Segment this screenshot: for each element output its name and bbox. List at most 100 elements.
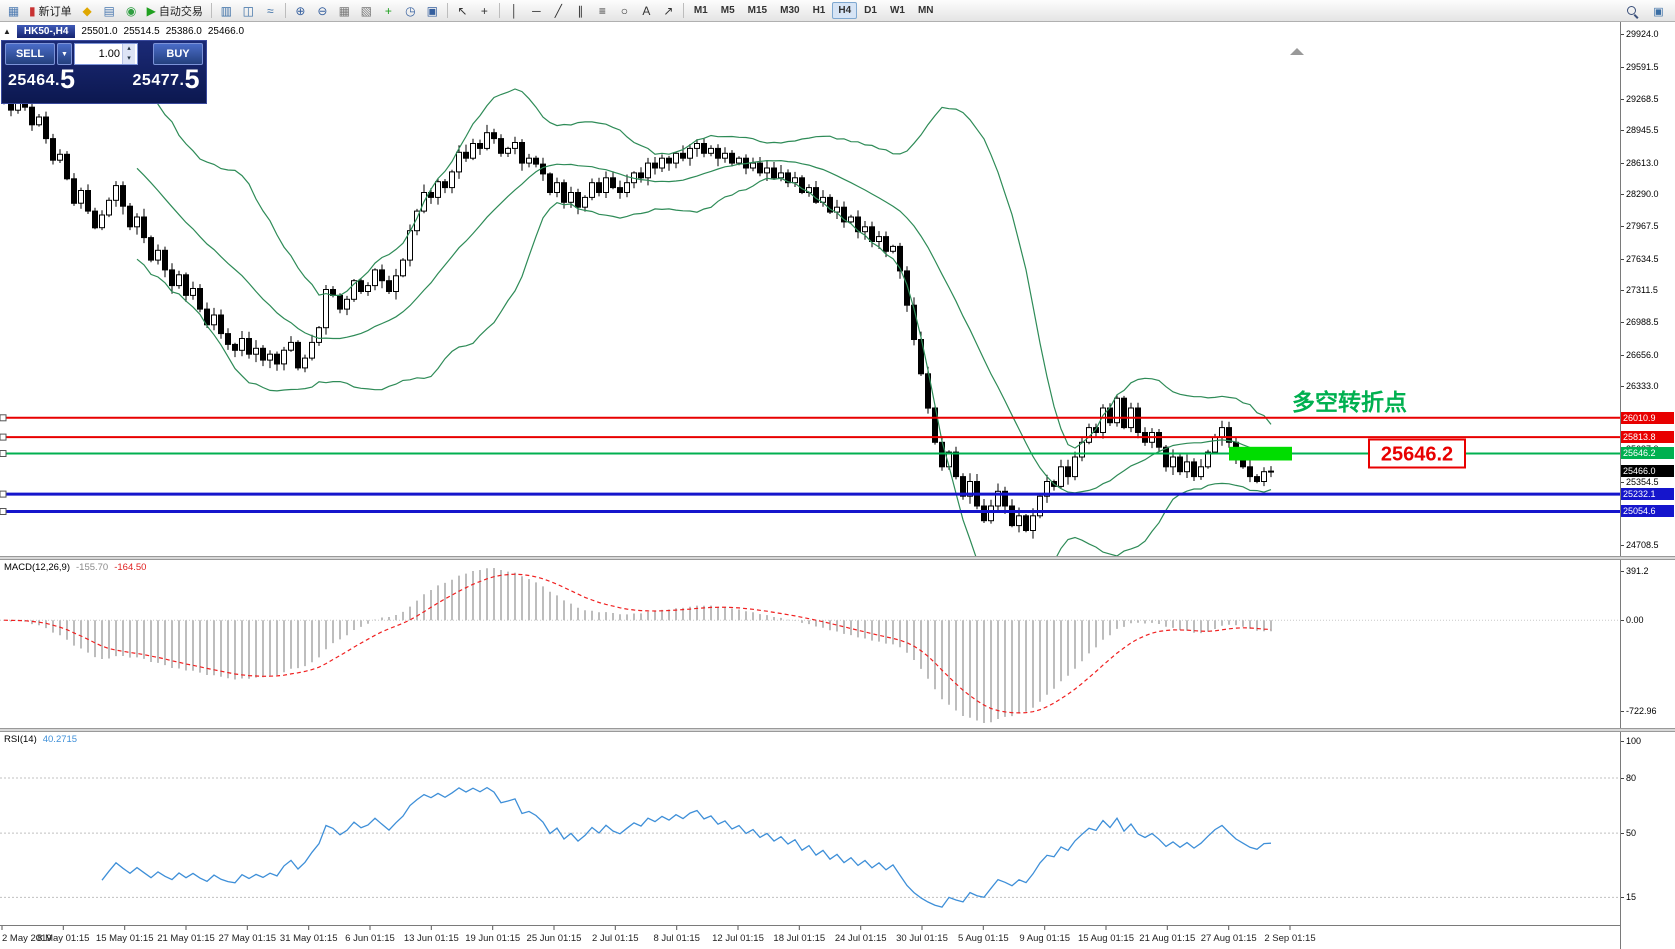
timeframe-m15-button[interactable]: M15: [747, 5, 768, 16]
timeframe-m5-button[interactable]: M5: [720, 5, 735, 16]
panel-collapse-icon[interactable]: ▲: [3, 27, 11, 36]
timeframe-m30-button[interactable]: M30: [780, 5, 800, 16]
bar-chart-button[interactable]: ▥: [216, 1, 237, 20]
sell-price[interactable]: 25464. 5: [8, 66, 75, 93]
zoom-out-button[interactable]: ⊖: [312, 1, 333, 20]
candle: [393, 275, 399, 293]
sell-button[interactable]: SELL: [5, 43, 55, 65]
cursor-button[interactable]: ↖: [452, 1, 473, 20]
data-window-button[interactable]: ▤: [99, 1, 120, 20]
candle: [162, 249, 168, 271]
timeframe-h4-button[interactable]: H4: [832, 2, 858, 19]
volume-increase-button[interactable]: ▴: [127, 45, 131, 52]
buy-button[interactable]: BUY: [153, 43, 203, 65]
macd-panel-separator[interactable]: [0, 556, 1675, 560]
main-price-chart: 多空转折点 25646.2: [0, 48, 1620, 556]
alerts-button[interactable]: ◉: [121, 1, 142, 20]
axis-label: 27311.5: [1626, 285, 1658, 296]
candle: [512, 142, 518, 149]
new-chart-button[interactable]: ▦: [3, 1, 24, 20]
trendline-button[interactable]: ╱: [548, 1, 569, 20]
text-label-icon: A: [642, 3, 651, 18]
candlestick-chart-button[interactable]: ◫: [238, 1, 259, 20]
arrows-button[interactable]: ↗: [658, 1, 679, 20]
zoom-in-icon: ⊕: [295, 3, 306, 18]
chart-shift-marker[interactable]: [1290, 48, 1304, 55]
candle: [1072, 456, 1078, 478]
axis-label: 0.00: [1626, 615, 1644, 626]
tile-windows-icon: ▦: [338, 3, 351, 18]
chart-symbol-tab[interactable]: HK50-,H4: [16, 25, 76, 38]
candle: [92, 210, 98, 229]
candle: [617, 187, 623, 194]
candle: [995, 490, 1001, 507]
quote-close: 25466.0: [207, 26, 245, 37]
search-icon[interactable]: [1625, 4, 1640, 19]
time-axis[interactable]: 2 May 2019 8 May 01:15 15 May 01:15 21 May …: [0, 925, 1675, 949]
crosshair-button[interactable]: +: [474, 1, 495, 20]
timeframe-mn-button[interactable]: MN: [917, 5, 934, 16]
candle: [183, 274, 189, 296]
rsi-panel-separator[interactable]: [0, 728, 1675, 732]
periods-button[interactable]: ◷: [400, 1, 421, 20]
new-order-button[interactable]: ▮ 新订单: [25, 1, 76, 20]
price-callout-box[interactable]: [1368, 438, 1466, 469]
candle: [225, 333, 231, 345]
axis-tick: [1621, 321, 1624, 323]
candle: [379, 269, 385, 282]
time-axis-label: 15 Aug 01:15: [1078, 933, 1134, 944]
shapes-button[interactable]: ○: [614, 1, 635, 20]
templates-button[interactable]: ▣: [422, 1, 443, 20]
fibonacci-button[interactable]: ≡: [592, 1, 613, 20]
candle: [463, 151, 469, 159]
vertical-line-button[interactable]: │: [504, 1, 525, 20]
timeframe-w1-button[interactable]: W1: [889, 5, 905, 16]
buy-price[interactable]: 25477. 5: [133, 66, 200, 93]
time-axis-label: 5 Aug 01:15: [958, 933, 1009, 944]
zoom-in-button[interactable]: ⊕: [290, 1, 311, 20]
candle: [1058, 466, 1064, 487]
volume-input[interactable]: [75, 44, 122, 64]
candle: [1177, 456, 1183, 473]
candle: [666, 157, 672, 164]
candle: [610, 177, 616, 189]
axis-tick: [1621, 226, 1624, 228]
volume-preset-dropdown[interactable]: ▼: [57, 43, 72, 65]
candle: [288, 341, 294, 351]
candle: [568, 192, 574, 203]
navigator-button[interactable]: ▧: [356, 1, 377, 20]
axis-label: 27967.5: [1626, 221, 1659, 232]
candle: [960, 476, 966, 497]
price-axis[interactable]: 29924.0 29591.5 29268.5 28945.5 28613.0 28290…: [1620, 22, 1675, 949]
timeframe-d1-button[interactable]: D1: [864, 5, 877, 16]
timeframe-m1-button[interactable]: M1: [693, 5, 708, 16]
text-label-button[interactable]: A: [636, 1, 657, 20]
macd-histogram: [10, 568, 1272, 723]
layout-icon[interactable]: ▣: [1653, 6, 1664, 18]
time-axis-label: 19 Jun 01:15: [465, 933, 520, 944]
timeframe-h1-button[interactable]: H1: [812, 5, 826, 16]
volume-decrease-button[interactable]: ▾: [127, 55, 131, 62]
turning-point-annotation[interactable]: 多空转折点: [1292, 389, 1407, 415]
candle: [624, 182, 630, 193]
candle: [36, 116, 42, 126]
market-watch-button[interactable]: ◆: [77, 1, 98, 20]
line-chart-button[interactable]: ≈: [260, 1, 281, 20]
add-indicator-button[interactable]: +: [378, 1, 399, 20]
channel-button[interactable]: ∥: [570, 1, 591, 20]
axis-tick: [1621, 833, 1624, 835]
autotrading-button-label: 自动交易: [158, 5, 203, 18]
axis-tick: [1621, 290, 1624, 292]
axis-label: 100: [1626, 736, 1642, 747]
candle: [477, 143, 483, 149]
candle: [841, 206, 847, 223]
axis-label: 26988.5: [1626, 316, 1659, 327]
horizontal-line-button[interactable]: ─: [526, 1, 547, 20]
axis-tick: [1621, 620, 1624, 622]
axis-tick: [1621, 710, 1624, 712]
candle: [1212, 436, 1218, 453]
axis-tick: [1621, 777, 1624, 779]
autotrading-button[interactable]: ▶ 自动交易: [143, 1, 207, 20]
highlight-rectangle[interactable]: [1229, 446, 1292, 461]
tile-windows-button[interactable]: ▦: [334, 1, 355, 20]
